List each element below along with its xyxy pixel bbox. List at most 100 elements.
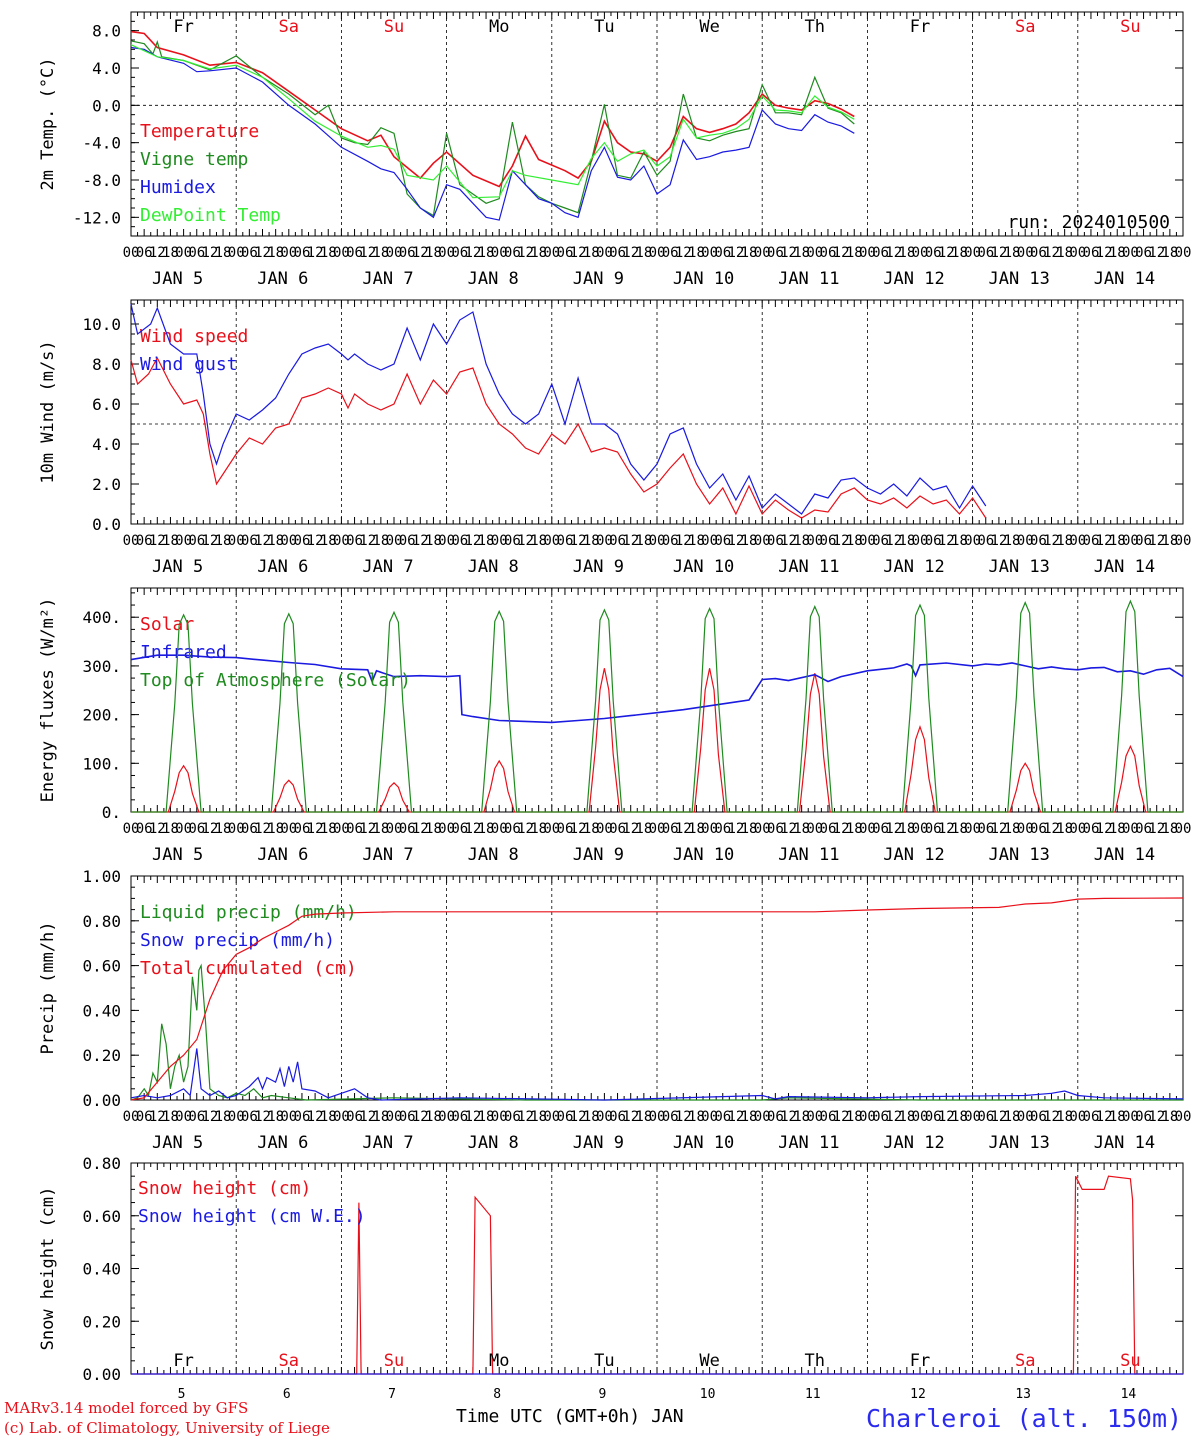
hour-tick-label: 12 [885,533,902,549]
hour-tick-label: 00 [1069,245,1086,261]
date-label: JAN 10 [673,845,734,865]
hour-tick-label: 12 [1148,821,1165,837]
hour-tick-label: 00 [1017,533,1034,549]
hour-tick-label: 00 [123,245,140,261]
day-name-snow-panel: Su [1120,1351,1140,1371]
y-tick-label: 0.20 [82,1312,121,1331]
legend-entry: Snow height (cm) [138,1178,311,1199]
y-tick-label: 200. [82,706,121,725]
date-label: JAN 10 [673,1133,734,1153]
hour-tick-label: 12 [1096,533,1113,549]
y-axis-label: Precip (mm/h) [38,921,58,1054]
hour-tick-label: 06 [609,533,626,549]
date-label: JAN 14 [1094,845,1155,865]
hour-tick-label: 18 [215,1109,232,1125]
day-number: 6 [283,1387,291,1402]
hour-tick-label: 18 [846,1109,863,1125]
hour-tick-label: 00 [912,821,929,837]
hour-tick-label: 06 [399,1109,416,1125]
hour-tick-label: 12 [1043,533,1060,549]
day-name-snow-panel: Sa [1015,1351,1035,1371]
day-name-top: Fr [910,17,930,37]
hour-tick-label: 06 [504,245,521,261]
date-label: JAN 5 [152,845,203,865]
day-name-top: Th [805,17,825,37]
panel-3: 400. 300. 200. 100. 0. Energy fluxes (W/m²) So… [38,587,1191,865]
hour-tick-label: 00 [596,245,613,261]
hour-tick-label: 06 [1030,533,1047,549]
hour-tick-label: 06 [820,245,837,261]
hour-tick-label: 06 [1030,1109,1047,1125]
hour-tick-label: 12 [149,533,166,549]
hour-tick-label: 18 [741,245,758,261]
hour-tick-label: 12 [201,1109,218,1125]
hour-tick-label: 18 [215,533,232,549]
hour-tick-label: 00 [1069,1109,1086,1125]
hour-tick-label: 06 [714,1109,731,1125]
hour-tick-label: 06 [451,533,468,549]
hour-tick-label: 00 [123,533,140,549]
day-name-top: Sa [1015,17,1035,37]
hour-tick-label: 00 [806,533,823,549]
hour-tick-label: 12 [1043,245,1060,261]
hour-tick-label: 18 [1004,245,1021,261]
panel-2: 10.0 8.0 6.0 4.0 2.0 0.0 10m Wind (m/s) Wind sp… [38,299,1191,577]
hour-tick-label: 06 [872,245,889,261]
hour-tick-label: 12 [1148,533,1165,549]
date-label: JAN 6 [257,845,308,865]
hour-tick-label: 06 [1083,245,1100,261]
hour-tick-label: 06 [241,533,258,549]
hour-tick-label: 06 [504,821,521,837]
hour-tick-label: 00 [964,1109,981,1125]
hour-tick-label: 00 [333,1109,350,1125]
y-tick-label: 0.60 [82,1207,121,1226]
hour-tick-label: 06 [609,1109,626,1125]
hour-tick-label: 00 [438,245,455,261]
hour-tick-label: 12 [412,821,429,837]
y-tick-label: 8.0 [92,355,121,374]
hour-tick-label: 06 [714,245,731,261]
date-label: JAN 5 [152,269,203,289]
hour-tick-label: 12 [938,533,955,549]
hour-tick-label: 18 [688,533,705,549]
hour-tick-label: 18 [1109,821,1126,837]
hour-tick-label: 06 [136,533,153,549]
hour-tick-label: 00 [438,1109,455,1125]
hour-tick-label: 06 [872,821,889,837]
hour-tick-label: 06 [188,533,205,549]
hour-tick-label: 06 [767,1109,784,1125]
date-label: JAN 13 [988,845,1049,865]
hour-tick-label: 06 [241,821,258,837]
y-tick-label: 300. [82,657,121,676]
y-tick-label: 1.00 [82,867,121,886]
hour-tick-label: 06 [557,533,574,549]
legend-entry: Infrared [140,642,227,663]
hour-tick-label: 18 [162,533,179,549]
hour-tick-label: 06 [872,1109,889,1125]
hour-tick-label: 18 [846,821,863,837]
hour-tick-label: 00 [596,1109,613,1125]
plot-frame [130,299,1184,525]
hour-tick-label: 18 [372,533,389,549]
hour-tick-label: 00 [386,533,403,549]
hour-tick-label: 18 [635,533,652,549]
hour-tick-label: 18 [372,1109,389,1125]
hour-tick-label: 12 [201,245,218,261]
hour-tick-label: 06 [504,533,521,549]
hour-tick-label: 12 [254,533,271,549]
hour-tick-label: 12 [570,533,587,549]
hour-tick-label: 06 [977,821,994,837]
hour-tick-label: 00 [491,533,508,549]
hour-tick-label: 00 [754,1109,771,1125]
hour-tick-label: 12 [990,821,1007,837]
hour-tick-label: 18 [951,245,968,261]
hour-tick-label: 18 [478,1109,495,1125]
station-label: Charleroi (alt. 150m) [866,1404,1183,1433]
day-number: 5 [178,1387,186,1402]
legend-entry: Humidex [140,177,216,198]
hour-tick-label: 12 [780,821,797,837]
hour-tick-label: 06 [241,1109,258,1125]
hour-tick-label: 12 [622,533,639,549]
hour-tick-label: 00 [596,821,613,837]
